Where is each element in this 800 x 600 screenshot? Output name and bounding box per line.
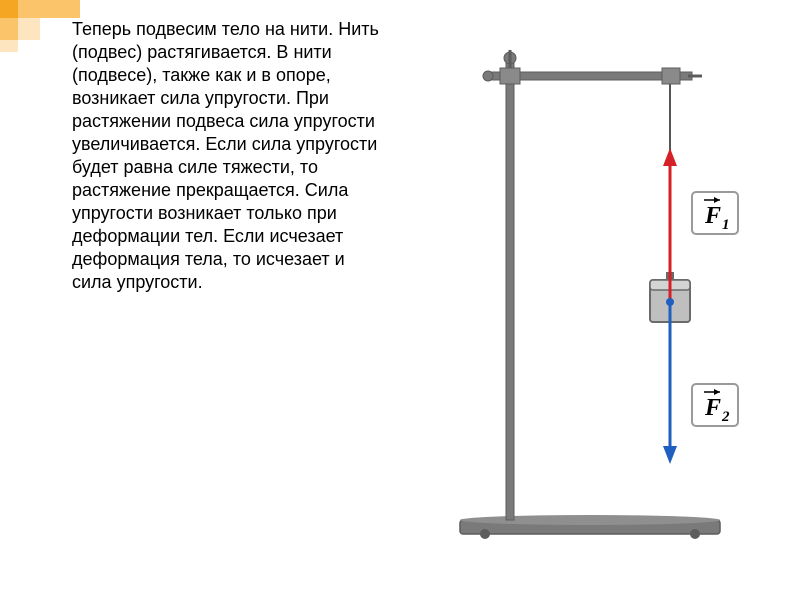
- f2-sub: 2: [721, 409, 730, 425]
- deco-square: [18, 0, 80, 18]
- stand-pole: [506, 60, 514, 520]
- stand-foot: [480, 529, 490, 539]
- arrow-f2: [663, 302, 677, 464]
- string-clamp: [662, 68, 680, 84]
- stand-arm-end: [483, 71, 493, 81]
- deco-square: [0, 0, 18, 18]
- f1-sub: 1: [722, 217, 730, 233]
- stand-clamp: [500, 68, 520, 84]
- stand-foot: [690, 529, 700, 539]
- force-origin-dot: [666, 298, 674, 306]
- text-block: Теперь подвесим тело на нити. Нить (подв…: [72, 18, 382, 294]
- deco-square: [0, 40, 18, 52]
- paragraph: Теперь подвесим тело на нити. Нить (подв…: [72, 18, 382, 294]
- label-f2: F2: [692, 384, 738, 426]
- deco-square: [18, 18, 40, 40]
- arrow-f1: [663, 148, 677, 302]
- f2-symbol: F: [704, 395, 721, 421]
- stand-base-top: [460, 515, 720, 525]
- f1-symbol: F: [704, 203, 721, 229]
- physics-diagram: F1 F2: [430, 20, 750, 550]
- label-f1: F1: [692, 192, 738, 234]
- deco-square: [0, 18, 18, 40]
